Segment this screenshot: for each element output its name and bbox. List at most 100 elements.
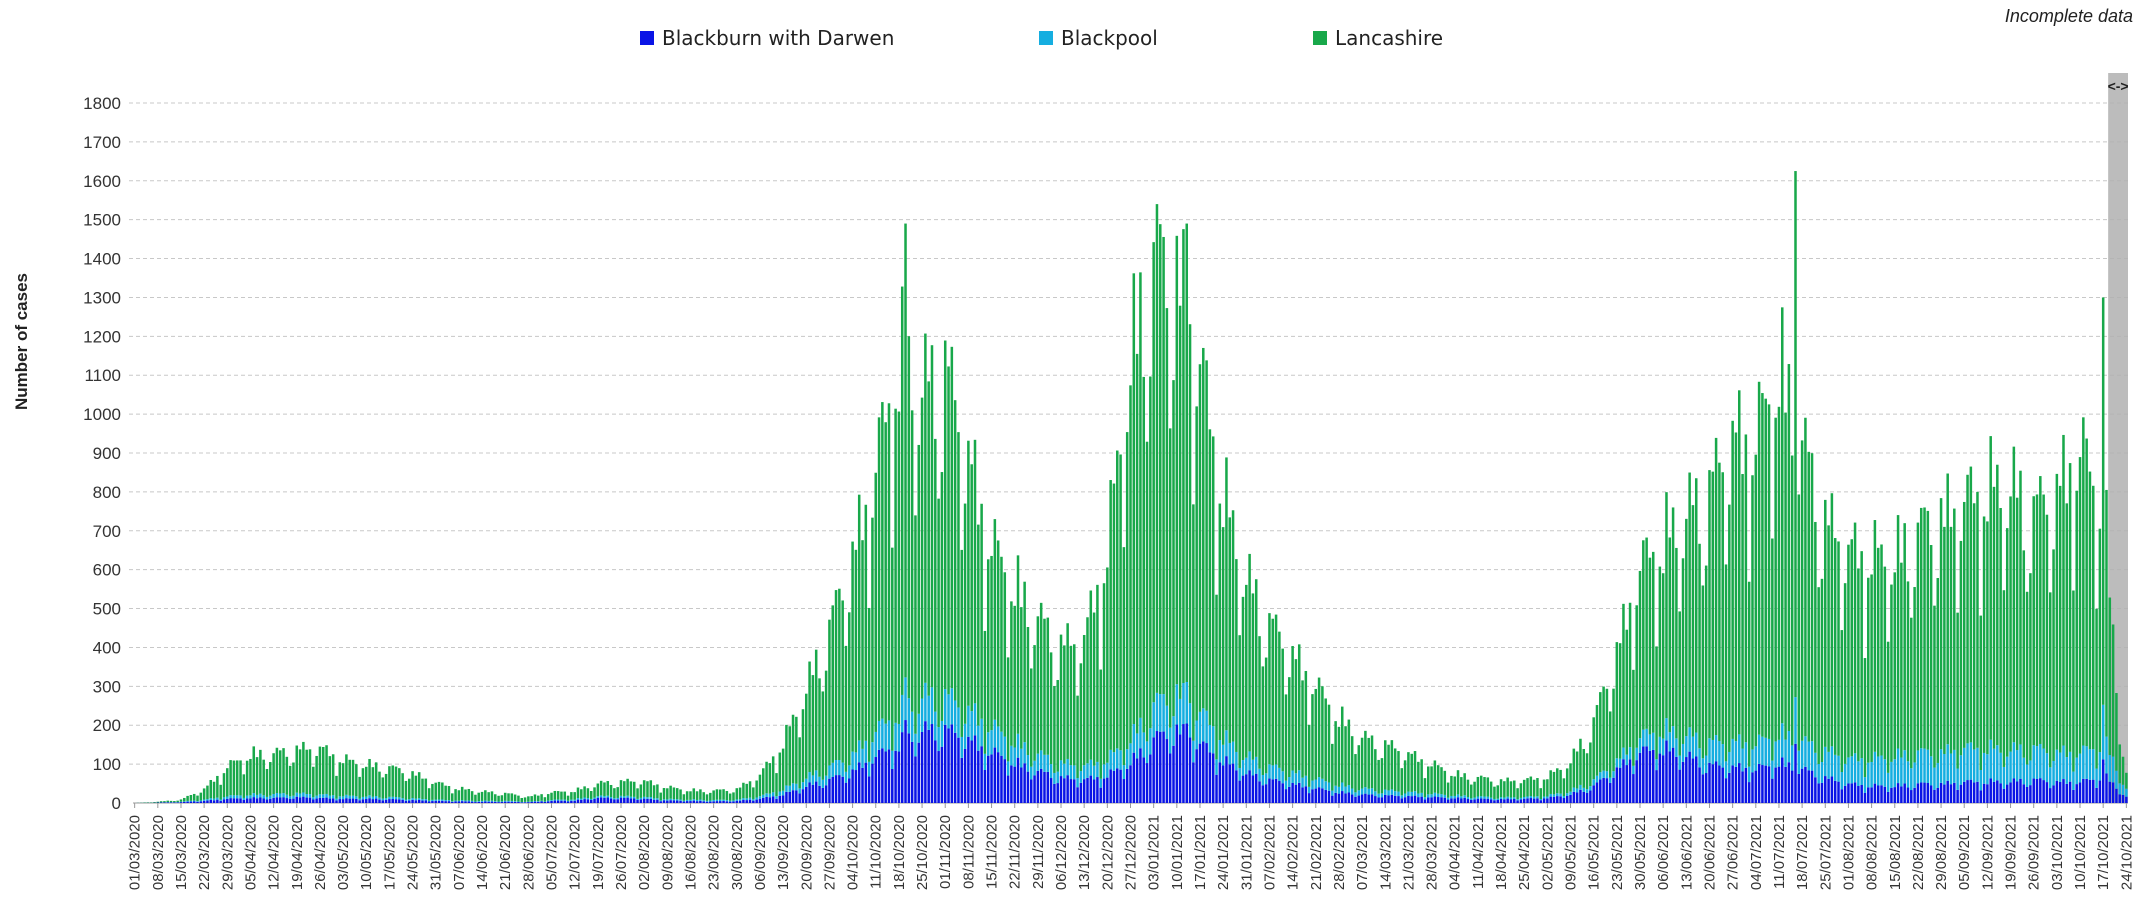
bar-blackburn	[1116, 768, 1119, 803]
bar-blackpool	[623, 796, 626, 798]
bar-lancashire	[1844, 583, 1847, 764]
bar-lancashire	[957, 432, 960, 707]
bar-blackpool	[630, 797, 633, 799]
x-tick-label: 08/11/2020	[960, 815, 977, 889]
bar-blackburn	[1149, 754, 1152, 803]
bar-blackburn	[858, 762, 861, 803]
bar-blackpool	[1463, 795, 1466, 798]
bar-lancashire	[1215, 595, 1218, 760]
bar-lancashire	[391, 765, 394, 796]
bar-blackburn	[1043, 772, 1046, 803]
bar-blackburn	[279, 797, 282, 803]
x-tick-label: 15/03/2020	[173, 815, 190, 890]
bar-lancashire	[1688, 473, 1691, 728]
bar-lancashire	[243, 774, 246, 798]
legend-item-lancashire[interactable]: Lancashire	[1313, 26, 1443, 50]
bar-blackpool	[1903, 750, 1906, 783]
bar-blackburn	[765, 797, 768, 803]
bar-blackpool	[749, 798, 752, 800]
bar-blackburn	[1556, 796, 1559, 803]
bar-blackpool	[924, 683, 927, 721]
bar-blackburn	[1943, 785, 1946, 803]
bar-lancashire	[2006, 528, 2009, 757]
x-tick-label: 10/01/2021	[1169, 815, 1186, 890]
bar-lancashire	[1192, 504, 1195, 740]
bar-lancashire	[1573, 749, 1576, 788]
bar-blackpool	[2082, 746, 2085, 779]
bar-blackburn	[587, 799, 590, 803]
bar-lancashire	[755, 780, 758, 797]
bar-blackburn	[1619, 768, 1622, 803]
bar-lancashire	[425, 779, 428, 800]
bar-lancashire	[1099, 670, 1102, 779]
bar-lancashire	[861, 540, 864, 749]
bar-blackburn	[2112, 782, 2115, 803]
bar-blackburn	[1480, 798, 1483, 803]
bar-blackpool	[987, 732, 990, 755]
bar-blackpool	[1870, 762, 1873, 787]
bar-blackburn	[951, 724, 954, 803]
bar-blackpool	[729, 801, 732, 802]
bar-blackpool	[716, 800, 719, 801]
bar-blackburn	[1963, 782, 1966, 803]
bar-lancashire	[388, 766, 391, 797]
bar-lancashire	[656, 784, 659, 798]
bar-lancashire	[176, 801, 179, 802]
bar-lancashire	[223, 773, 226, 797]
bar-blackburn	[1989, 779, 1992, 803]
bar-blackburn	[997, 752, 1000, 803]
bar-lancashire	[474, 795, 477, 802]
bar-lancashire	[507, 793, 510, 801]
bar-blackburn	[223, 799, 226, 803]
bar-blackpool	[1778, 740, 1781, 767]
x-tick-label: 05/04/2020	[242, 815, 259, 890]
bar-blackpool	[1639, 738, 1642, 753]
bar-blackburn	[901, 732, 904, 803]
x-tick-label: 10/10/2021	[2072, 815, 2089, 890]
legend-label-blackburn: Blackburn with Darwen	[662, 26, 894, 50]
bar-blackpool	[477, 801, 480, 802]
bar-blackpool	[1728, 752, 1731, 773]
bar-blackburn	[2056, 781, 2059, 803]
bar-blackpool	[1695, 733, 1698, 757]
bar-blackpool	[689, 800, 692, 801]
y-tick-label: 1500	[83, 211, 121, 230]
bar-blackpool	[808, 772, 811, 782]
bar-blackburn	[732, 801, 735, 803]
legend-item-blackburn[interactable]: Blackburn with Darwen	[640, 26, 894, 50]
bar-blackburn	[795, 790, 798, 803]
bar-blackburn	[1804, 767, 1807, 803]
bar-blackpool	[908, 698, 911, 733]
x-tick-label: 04/04/2021	[1447, 815, 1464, 890]
bar-lancashire	[1913, 587, 1916, 762]
bar-lancashire	[1381, 758, 1384, 793]
bar-lancashire	[1764, 399, 1767, 738]
bar-blackburn	[1361, 795, 1364, 803]
bar-lancashire	[851, 542, 854, 752]
bar-blackburn	[339, 799, 342, 803]
bar-lancashire	[378, 772, 381, 798]
bar-lancashire	[1592, 717, 1595, 779]
bar-blackburn	[1781, 757, 1784, 803]
bar-blackpool	[1367, 789, 1370, 795]
bar-lancashire	[2092, 486, 2095, 749]
bar-lancashire	[1288, 677, 1291, 777]
bar-lancashire	[1893, 572, 1896, 759]
bar-blackpool	[481, 801, 484, 802]
bar-blackpool	[1116, 748, 1119, 768]
bar-blackburn	[1083, 779, 1086, 803]
bar-blackburn	[567, 801, 570, 803]
bar-blackburn	[1874, 784, 1877, 803]
bar-blackpool	[2029, 760, 2032, 785]
bar-blackpool	[1212, 726, 1215, 753]
bar-lancashire	[673, 787, 676, 799]
bar-blackburn	[1612, 778, 1615, 803]
bar-blackburn	[282, 797, 285, 803]
bar-blackpool	[1682, 744, 1685, 762]
bar-lancashire	[1718, 463, 1721, 741]
bar-blackburn	[825, 785, 828, 803]
legend-item-blackpool[interactable]: Blackpool	[1039, 26, 1158, 50]
bar-blackburn	[1854, 782, 1857, 803]
bar-blackburn	[659, 801, 662, 803]
bar-blackburn	[987, 756, 990, 803]
